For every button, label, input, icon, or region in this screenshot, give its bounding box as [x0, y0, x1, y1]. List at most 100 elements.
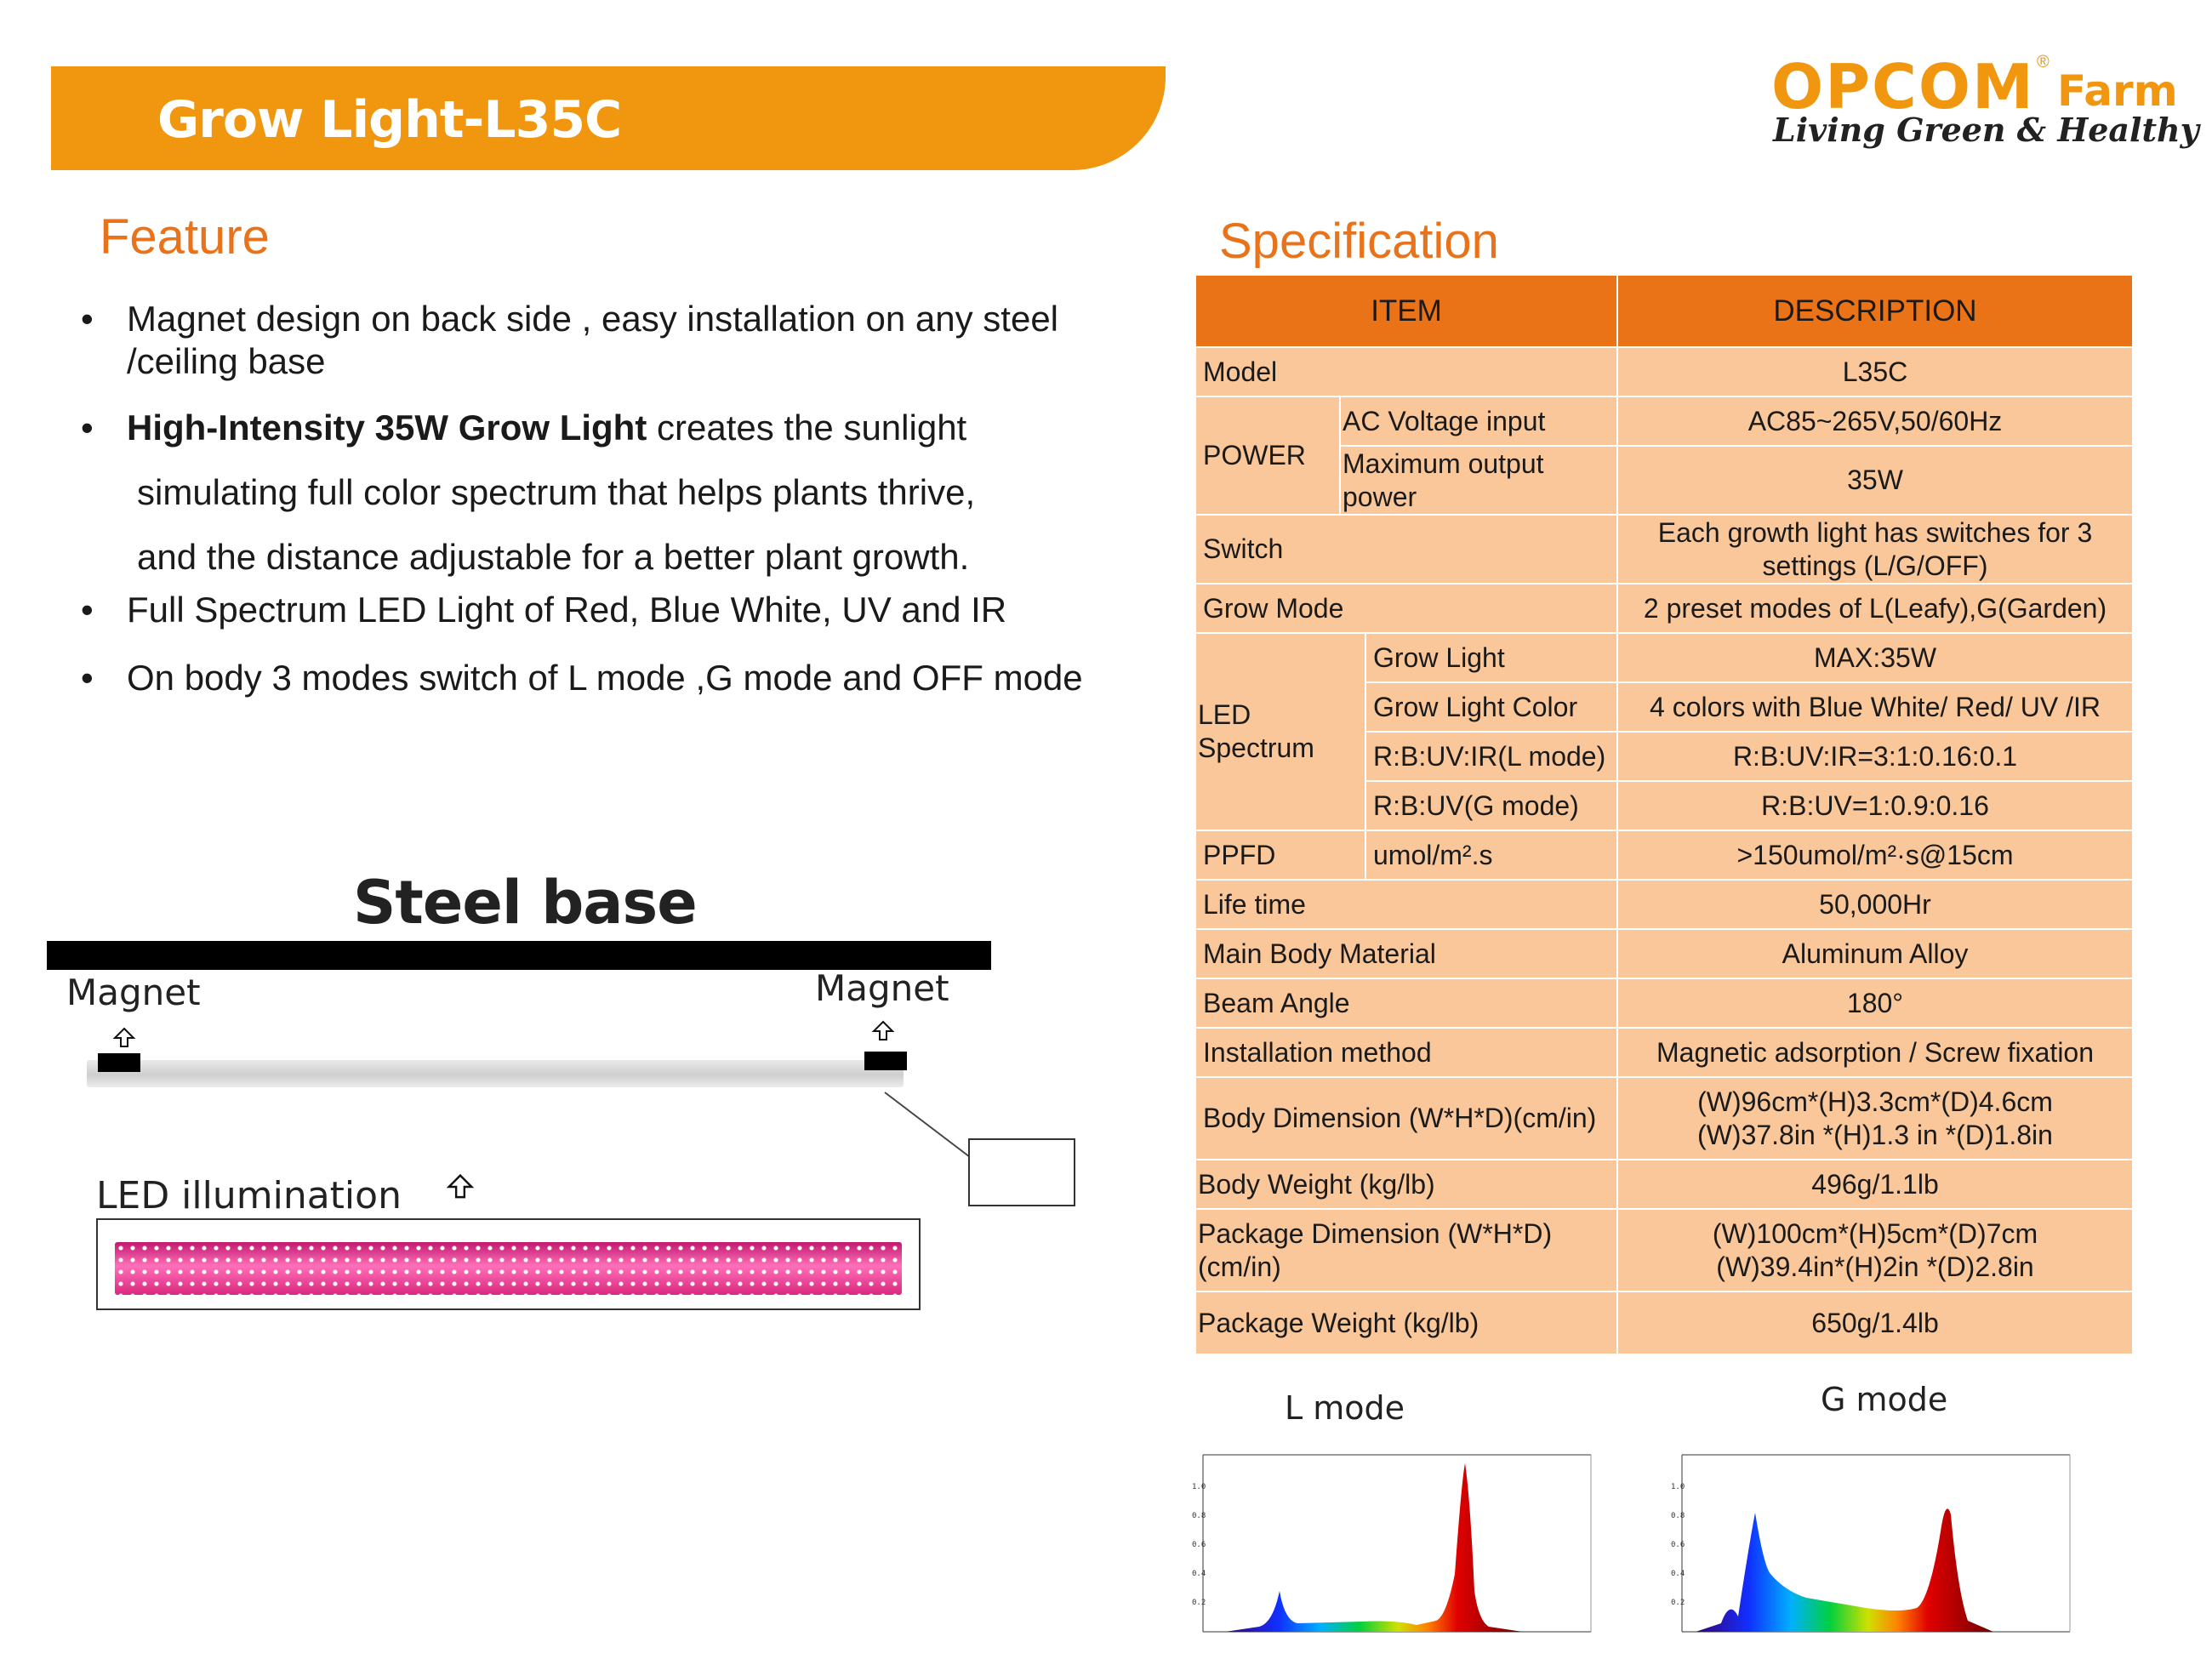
- spec-value-grow-mode: 2 preset modes of L(Leafy),G(Garden): [1618, 584, 2132, 632]
- svg-text:0.4: 0.4: [1192, 1570, 1206, 1578]
- logo-registered-mark: ®: [2037, 53, 2050, 71]
- spec-label-ac-voltage: AC Voltage input: [1341, 397, 1616, 445]
- spec-label-body-dimension-text: Body Dimension (W*H*D)(cm/in): [1203, 1103, 1597, 1133]
- spec-value-body-weight: 496g/1.1lb: [1618, 1160, 2132, 1208]
- table-row: Package Dimension (W*H*D)(cm/in) (W)100c…: [1196, 1210, 2132, 1291]
- spec-value-g-mode-ratio: R:B:UV=1:0.9:0.16: [1618, 782, 2132, 830]
- spec-label-material: Main Body Material: [1196, 930, 1616, 978]
- spec-label-led-spectrum: LED Spectrum: [1196, 634, 1365, 830]
- table-row: POWER AC Voltage input AC85~265V,50/60Hz: [1196, 397, 2132, 514]
- spec-value-model: L35C: [1618, 348, 2132, 396]
- spec-value-package-dimension: (W)100cm*(H)5cm*(D)7cm (W)39.4in*(H)2in …: [1618, 1210, 2132, 1291]
- feature-heading: Feature: [100, 209, 270, 265]
- feature-list: Magnet design on back side , easy instal…: [81, 298, 1085, 699]
- l-mode-spectrum-image: 1.0 0.8 0.6 0.4 0.2: [1191, 1446, 1599, 1659]
- column-header-description: DESCRIPTION: [1618, 276, 2132, 346]
- led-strip-image: [115, 1242, 902, 1295]
- page-title: Grow Light-L35C: [157, 90, 622, 150]
- spec-value-switch: Each growth light has switches for 3 set…: [1618, 516, 2132, 583]
- spec-value-max-output: 35W: [1618, 447, 2132, 514]
- spec-label-ppfd: PPFD: [1196, 831, 1365, 879]
- column-header-item: ITEM: [1196, 276, 1616, 346]
- feature-item-modes: On body 3 modes switch of L mode ,G mode…: [81, 657, 1085, 699]
- table-row: Package Weight (kg/lb) 650g/1.4lb: [1196, 1292, 2132, 1354]
- led-illumination-label: LED illumination: [96, 1174, 402, 1217]
- spec-value-package-dimension-in: (W)39.4in*(H)2in *(D)2.8in: [1716, 1251, 2034, 1282]
- g-mode-spectrum-image: 1.0 0.8 0.6 0.4 0.2: [1670, 1446, 2078, 1659]
- svg-text:1.0: 1.0: [1671, 1483, 1685, 1491]
- spec-value-installation: Magnetic adsorption / Screw fixation: [1618, 1029, 2132, 1076]
- specification-table: ITEM DESCRIPTION Model L35C POWER AC Vol…: [1194, 274, 2134, 1355]
- feature-item-intensity: High-Intensity 35W Grow Light creates th…: [81, 407, 1085, 579]
- feature-item-spectrum: Full Spectrum LED Light of Red, Blue Whi…: [81, 589, 1085, 631]
- table-row: Model L35C: [1196, 348, 2132, 396]
- led-illumination-frame: [96, 1218, 921, 1310]
- spec-value-ppfd: >150umol/m²·s@15cm: [1618, 831, 2132, 879]
- table-row: Grow Mode 2 preset modes of L(Leafy),G(G…: [1196, 584, 2132, 632]
- spec-value-package-weight: 650g/1.4lb: [1618, 1292, 2132, 1354]
- up-arrow-icon: [871, 1020, 895, 1040]
- svg-text:0.2: 0.2: [1671, 1599, 1685, 1607]
- spec-value-package-dimension-cm: (W)100cm*(H)5cm*(D)7cm: [1712, 1217, 2038, 1249]
- magnet-label-left: Magnet: [66, 972, 201, 1013]
- feature-item-intensity-line3: and the distance adjustable for a better…: [137, 537, 970, 577]
- svg-text:1.0: 1.0: [1192, 1483, 1206, 1491]
- up-arrow-icon: [112, 1027, 136, 1047]
- spec-value-grow-light: MAX:35W: [1618, 634, 2132, 681]
- spec-label-beam-angle: Beam Angle: [1196, 979, 1616, 1027]
- spec-value-ac-voltage: AC85~265V,50/60Hz: [1618, 397, 2132, 445]
- spec-value-grow-light-color: 4 colors with Blue White/ Red/ UV /IR: [1618, 683, 2132, 731]
- g-mode-label: G mode: [1821, 1381, 1948, 1418]
- spec-label-power: POWER: [1196, 397, 1339, 514]
- feature-item-intensity-bold: High-Intensity 35W Grow Light: [127, 408, 647, 448]
- spec-label-package-weight: Package Weight (kg/lb): [1196, 1292, 1616, 1354]
- svg-text:0.4: 0.4: [1671, 1570, 1685, 1578]
- spec-label-model: Model: [1196, 348, 1616, 396]
- svg-text:0.8: 0.8: [1671, 1512, 1685, 1520]
- table-row: Grow Light Color 4 colors with Blue Whit…: [1196, 683, 2132, 731]
- spec-label-grow-light-color: Grow Light Color: [1366, 683, 1616, 731]
- svg-text:0.6: 0.6: [1671, 1541, 1685, 1549]
- table-row: Main Body Material Aluminum Alloy: [1196, 930, 2132, 978]
- logo-slogan: Living Green & Healthy: [1773, 111, 2199, 149]
- feature-item-magnet: Magnet design on back side , easy instal…: [81, 298, 1085, 383]
- logo-brand-text: OPCOM: [1771, 51, 2035, 123]
- spec-value-l-mode-ratio: R:B:UV:IR=3:1:0.16:0.1: [1618, 733, 2132, 780]
- spec-value-body-dimension: (W)96cm*(H)3.3cm*(D)4.6cm (W)37.8in *(H)…: [1618, 1078, 2132, 1159]
- spec-label-ppfd-unit: umol/m².s: [1366, 831, 1616, 879]
- spec-label-body-weight: Body Weight (kg/lb): [1196, 1160, 1616, 1208]
- feature-item-intensity-line2: simulating full color spectrum that help…: [137, 472, 976, 512]
- steel-base-label: Steel base: [353, 868, 698, 938]
- svg-text:0.6: 0.6: [1192, 1541, 1206, 1549]
- spec-label-life-time: Life time: [1196, 881, 1616, 928]
- table-row: R:B:UV(G mode) R:B:UV=1:0.9:0.16: [1196, 782, 2132, 830]
- spec-label-body-dimension: Body Dimension (W*H*D)(cm/in): [1196, 1078, 1616, 1159]
- table-row: Body Dimension (W*H*D)(cm/in) (W)96cm*(H…: [1196, 1078, 2132, 1159]
- header-banner: Grow Light-L35C: [51, 66, 1166, 170]
- table-row: LED Spectrum Grow Light MAX:35W: [1196, 634, 2132, 830]
- spec-value-body-dimension-cm: (W)96cm*(H)3.3cm*(D)4.6cm: [1697, 1086, 2053, 1117]
- magnet-block-right: [864, 1052, 907, 1070]
- svg-text:0.8: 0.8: [1192, 1512, 1206, 1520]
- spec-value-beam-angle: 180°: [1618, 979, 2132, 1027]
- logo-farm-text: Farm: [2057, 66, 2178, 116]
- table-row: PPFD umol/m².s >150umol/m²·s@15cm: [1196, 831, 2132, 879]
- spec-label-installation: Installation method: [1196, 1029, 1616, 1076]
- spec-label-g-mode-ratio: R:B:UV(G mode): [1366, 782, 1616, 830]
- spec-label-grow-mode: Grow Mode: [1196, 584, 1616, 632]
- spec-label-package-dimension: Package Dimension (W*H*D)(cm/in): [1196, 1210, 1616, 1291]
- svg-text:0.2: 0.2: [1192, 1599, 1206, 1607]
- spec-label-l-mode-ratio: R:B:UV:IR(L mode): [1366, 733, 1616, 780]
- spec-value-body-dimension-in: (W)37.8in *(H)1.3 in *(D)1.8in: [1697, 1119, 2053, 1150]
- up-arrow-icon: [446, 1173, 475, 1199]
- grow-light-tube: [87, 1060, 904, 1087]
- table-row: Switch Each growth light has switches fo…: [1196, 516, 2132, 583]
- table-row: Maximum output power 35W: [1196, 447, 2132, 514]
- steel-base-bar: [47, 941, 991, 970]
- table-header-row: ITEM DESCRIPTION: [1196, 276, 2132, 346]
- spec-value-life-time: 50,000Hr: [1618, 881, 2132, 928]
- spec-label-max-output: Maximum output power: [1341, 447, 1616, 514]
- feature-item-intensity-rest: creates the sunlight: [647, 408, 967, 448]
- specification-heading: Specification: [1219, 214, 1499, 269]
